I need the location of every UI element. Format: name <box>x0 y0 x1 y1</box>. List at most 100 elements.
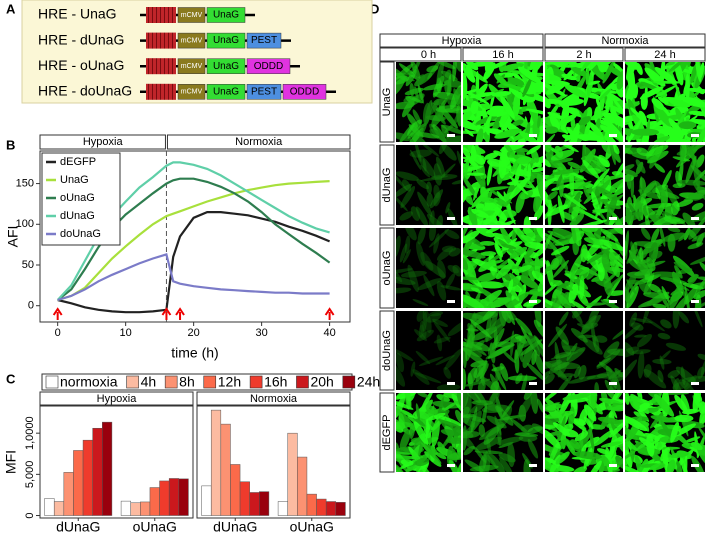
cell <box>533 319 543 340</box>
cell <box>422 311 432 334</box>
panel-label: B <box>6 137 15 152</box>
group-label: Hypoxia <box>442 35 483 47</box>
cell <box>396 348 414 362</box>
cell <box>444 229 460 240</box>
cell <box>680 366 686 386</box>
cell <box>440 163 456 179</box>
cell <box>480 186 488 201</box>
cell <box>433 336 451 344</box>
legend-label: 4h <box>141 374 157 390</box>
series-line <box>57 180 330 302</box>
cell <box>414 461 430 472</box>
hre-repeats <box>146 7 176 23</box>
cell <box>612 98 623 113</box>
cell <box>637 334 652 348</box>
cell <box>404 235 411 254</box>
cell <box>429 99 439 116</box>
cell <box>679 145 686 163</box>
scale-bar <box>529 134 537 137</box>
cell <box>593 165 606 172</box>
cell <box>553 158 574 164</box>
column-strip <box>462 47 544 62</box>
cell <box>513 92 521 117</box>
cell <box>653 104 672 127</box>
micrograph <box>545 145 623 225</box>
cell <box>553 361 570 371</box>
cell <box>519 131 538 142</box>
cell <box>420 442 442 464</box>
cell <box>463 147 471 159</box>
cell <box>682 376 705 383</box>
cell <box>654 85 677 98</box>
cell <box>629 398 640 411</box>
bar <box>306 493 317 516</box>
y-tick-label: 100 <box>16 218 34 230</box>
cell <box>417 228 426 245</box>
cell <box>667 228 681 233</box>
cell <box>527 426 543 434</box>
cell <box>630 107 641 117</box>
cell <box>519 190 534 200</box>
cell <box>530 393 539 414</box>
scale-bar <box>609 300 617 303</box>
scale-bar <box>529 382 537 385</box>
cell <box>607 91 614 108</box>
cell <box>479 240 496 246</box>
cell <box>689 299 705 308</box>
cell <box>652 358 672 365</box>
cell <box>416 179 430 190</box>
cell <box>625 450 637 461</box>
cell <box>424 260 446 278</box>
cell <box>587 244 608 249</box>
cell <box>488 311 499 335</box>
cell <box>420 145 440 157</box>
cell <box>481 251 496 257</box>
bar <box>130 502 141 516</box>
cell <box>491 328 505 350</box>
cell <box>545 231 565 247</box>
cell <box>689 254 705 265</box>
cell <box>475 128 484 142</box>
cell <box>612 325 623 340</box>
micrograph <box>625 62 705 142</box>
cell <box>463 256 469 271</box>
row-strip <box>379 144 395 226</box>
cell <box>486 161 493 186</box>
cell <box>422 158 427 172</box>
cell <box>654 67 677 84</box>
legend-label: 20h <box>310 374 333 390</box>
facet-strip <box>196 391 351 406</box>
bar <box>259 491 270 516</box>
cell <box>552 287 563 299</box>
cell <box>609 251 620 278</box>
row-strip <box>379 392 395 473</box>
cell <box>685 155 697 184</box>
cell <box>652 135 671 142</box>
cell <box>524 241 543 250</box>
cell <box>591 168 610 189</box>
cell <box>426 312 442 323</box>
cell <box>625 164 635 173</box>
cell <box>576 323 590 329</box>
cell <box>474 450 503 454</box>
cell <box>630 322 644 331</box>
cell <box>436 247 454 261</box>
cell <box>572 206 586 215</box>
cell <box>688 110 705 117</box>
cell <box>407 122 427 139</box>
cell <box>436 62 456 69</box>
cell <box>485 228 502 234</box>
cell <box>659 350 671 361</box>
cell <box>596 357 611 367</box>
cell <box>467 367 478 385</box>
cell <box>569 270 575 289</box>
scale-bar <box>447 300 455 303</box>
cell <box>545 359 563 370</box>
cell <box>568 283 579 304</box>
cell <box>552 259 569 279</box>
cell <box>525 108 543 116</box>
cell <box>396 287 412 294</box>
cell <box>436 383 461 390</box>
legend-swatch <box>249 375 263 389</box>
cell <box>646 434 655 457</box>
